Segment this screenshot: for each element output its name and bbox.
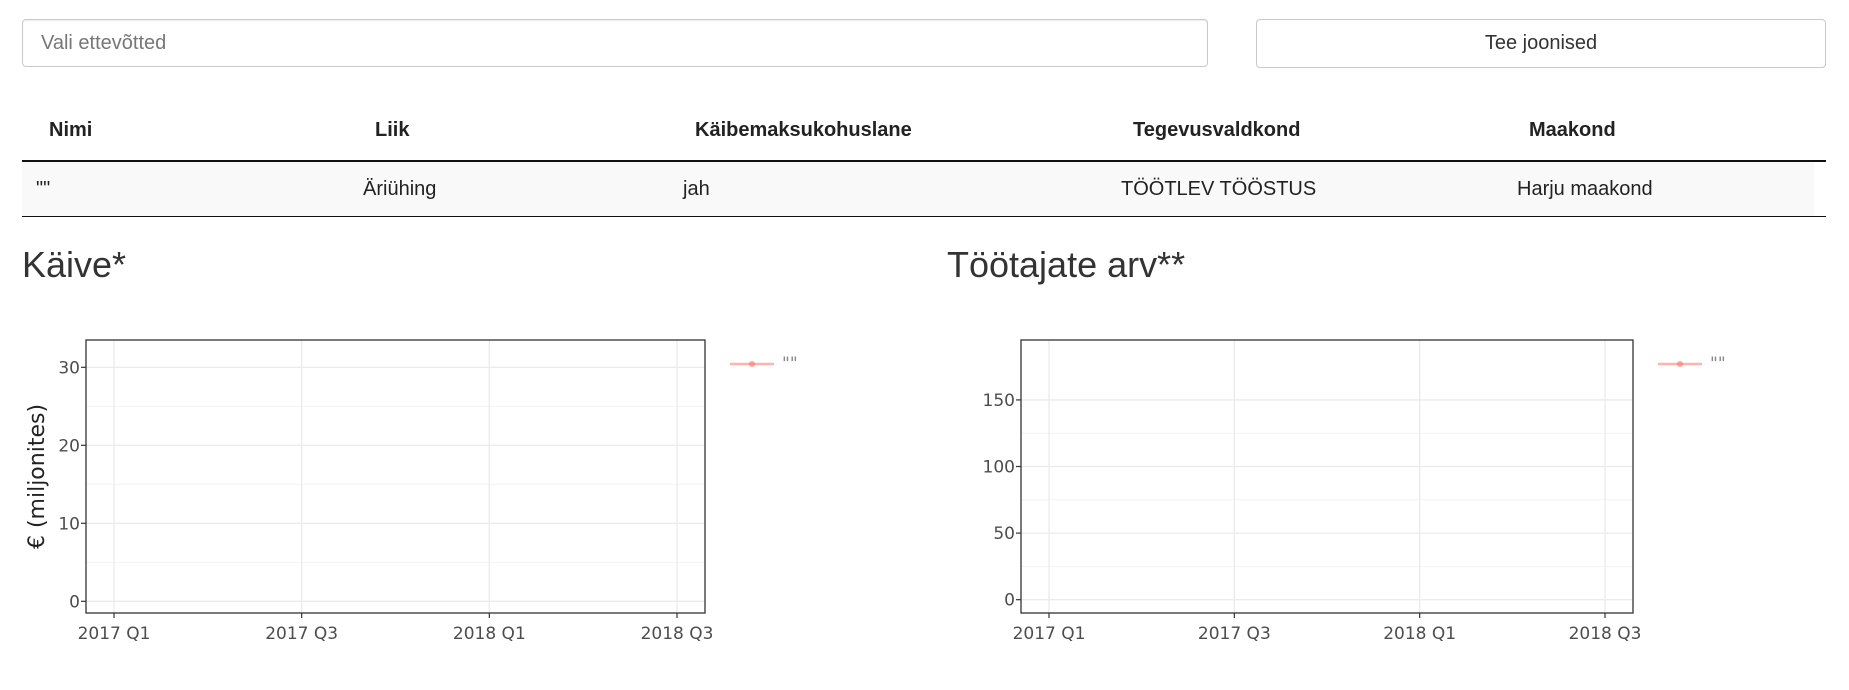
column-header-county[interactable]: Maakond: [1529, 100, 1826, 162]
table-row[interactable]: "" Äriühing jah TÖÖTLEV TÖÖSTUS Harju ma…: [22, 161, 1826, 217]
x-tick-label: 2017 Q3: [1198, 624, 1271, 644]
company-select-input[interactable]: [22, 19, 1208, 67]
x-tick-label: 2018 Q1: [1383, 624, 1456, 644]
x-tick-label: 2017 Q1: [1013, 624, 1086, 644]
column-header-field[interactable]: Tegevusvaldkond: [1133, 100, 1529, 162]
x-tick-label: 2017 Q3: [265, 624, 338, 644]
cell-vat: jah: [683, 161, 1121, 217]
y-tick-label: 0: [1004, 591, 1015, 611]
y-tick-label: 0: [69, 592, 80, 612]
x-tick-label: 2018 Q1: [453, 624, 526, 644]
plot-border: [85, 339, 706, 614]
legend-label: "": [1710, 354, 1726, 374]
y-tick-label: 30: [58, 358, 80, 378]
column-header-name[interactable]: Nimi: [22, 100, 375, 162]
make-charts-button[interactable]: Tee joonised: [1256, 19, 1826, 68]
employees-chart: 0 50 100 150 2017 Q1 2017 Q3 2018 Q1 2018 Q3 "": [983, 339, 1726, 644]
legend-key-point: [1676, 360, 1684, 368]
x-tick-label: 2018 Q3: [641, 624, 714, 644]
plot-border: [1020, 339, 1634, 614]
x-tick-label: 2017 Q1: [78, 624, 151, 644]
cell-county: Harju maakond: [1517, 161, 1814, 217]
employees-title: Töötajate arv**: [947, 244, 1186, 285]
table-header-row: Nimi Liik Käibemaksukohuslane Tegevusval…: [22, 100, 1826, 162]
y-tick-label: 10: [58, 514, 80, 534]
y-tick-label: 20: [58, 436, 80, 456]
cell-type: Äriühing: [363, 161, 683, 217]
plot-panel: [1021, 340, 1633, 613]
y-axis-title: € (miljonites): [25, 404, 50, 549]
y-tick-label: 100: [983, 458, 1015, 478]
cell-name: "": [22, 161, 375, 217]
turnover-title: Käive*: [22, 244, 127, 285]
x-tick-label: 2018 Q3: [1569, 624, 1642, 644]
column-header-vat[interactable]: Käibemaksukohuslane: [695, 100, 1133, 162]
cell-field: TÖÖTLEV TÖÖSTUS: [1121, 161, 1517, 217]
column-header-type[interactable]: Liik: [375, 100, 695, 162]
company-search-field[interactable]: [23, 20, 1207, 66]
legend-key-point: [748, 360, 756, 368]
y-tick-label: 150: [983, 391, 1015, 411]
y-tick-label: 50: [993, 524, 1015, 544]
plot-panel: [86, 340, 705, 613]
turnover-chart: 0 10 20 30 2017 Q1 2017 Q3 2018 Q1 2018 Q3 € (mi…: [25, 339, 798, 644]
legend-label: "": [782, 354, 798, 374]
company-info-table: Nimi Liik Käibemaksukohuslane Tegevusval…: [22, 100, 1826, 217]
